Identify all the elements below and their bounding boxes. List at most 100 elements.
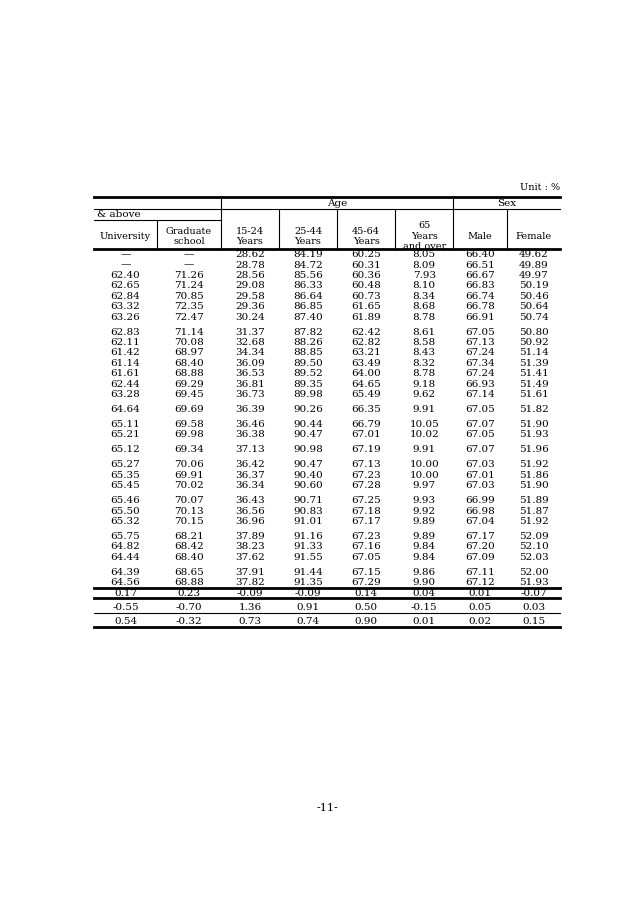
Text: 90.98: 90.98 bbox=[293, 445, 323, 455]
Text: 9.93: 9.93 bbox=[413, 496, 436, 505]
Text: 62.40: 62.40 bbox=[110, 271, 140, 280]
Text: 62.42: 62.42 bbox=[352, 328, 381, 336]
Text: 29.58: 29.58 bbox=[235, 292, 265, 300]
Text: 9.18: 9.18 bbox=[413, 380, 436, 388]
Text: -0.15: -0.15 bbox=[411, 602, 438, 612]
Text: 0.14: 0.14 bbox=[355, 589, 378, 598]
Text: 66.91: 66.91 bbox=[465, 312, 495, 322]
Text: 65.49: 65.49 bbox=[352, 390, 381, 399]
Text: Female: Female bbox=[516, 232, 552, 241]
Text: 89.52: 89.52 bbox=[293, 370, 323, 378]
Text: 68.40: 68.40 bbox=[174, 359, 204, 368]
Text: 70.07: 70.07 bbox=[174, 496, 204, 505]
Text: 67.24: 67.24 bbox=[465, 348, 495, 358]
Text: 51.39: 51.39 bbox=[519, 359, 549, 368]
Text: 70.08: 70.08 bbox=[174, 338, 204, 346]
Text: 86.85: 86.85 bbox=[293, 302, 323, 311]
Text: 71.24: 71.24 bbox=[174, 282, 204, 290]
Text: 91.16: 91.16 bbox=[293, 532, 323, 541]
Text: 65
Years
and over: 65 Years and over bbox=[403, 222, 446, 251]
Text: 66.74: 66.74 bbox=[465, 292, 495, 300]
Text: 70.06: 70.06 bbox=[174, 460, 204, 469]
Text: 64.64: 64.64 bbox=[110, 405, 140, 414]
Text: 51.61: 51.61 bbox=[519, 390, 549, 399]
Text: 65.46: 65.46 bbox=[110, 496, 140, 505]
Text: 72.35: 72.35 bbox=[174, 302, 204, 311]
Text: -11-: -11- bbox=[316, 803, 338, 813]
Text: 8.58: 8.58 bbox=[413, 338, 436, 346]
Text: 67.24: 67.24 bbox=[465, 370, 495, 378]
Text: 51.82: 51.82 bbox=[519, 405, 549, 414]
Text: 10.02: 10.02 bbox=[410, 431, 439, 439]
Text: 61.14: 61.14 bbox=[110, 359, 140, 368]
Text: 68.65: 68.65 bbox=[174, 568, 204, 577]
Text: 0.01: 0.01 bbox=[468, 589, 492, 598]
Text: 36.96: 36.96 bbox=[235, 517, 265, 526]
Text: 67.29: 67.29 bbox=[352, 578, 381, 587]
Text: 65.45: 65.45 bbox=[110, 481, 140, 490]
Text: 9.84: 9.84 bbox=[413, 553, 436, 562]
Text: 36.09: 36.09 bbox=[235, 359, 265, 368]
Text: 51.92: 51.92 bbox=[519, 517, 549, 526]
Text: 70.15: 70.15 bbox=[174, 517, 204, 526]
Text: 9.89: 9.89 bbox=[413, 532, 436, 541]
Text: 64.00: 64.00 bbox=[352, 370, 381, 378]
Text: 29.08: 29.08 bbox=[235, 282, 265, 290]
Text: 36.46: 36.46 bbox=[235, 420, 265, 429]
Text: 63.28: 63.28 bbox=[110, 390, 140, 399]
Text: 66.51: 66.51 bbox=[465, 261, 495, 270]
Text: -0.55: -0.55 bbox=[112, 602, 139, 612]
Text: 36.53: 36.53 bbox=[235, 370, 265, 378]
Text: 10.00: 10.00 bbox=[410, 460, 439, 469]
Text: 65.50: 65.50 bbox=[110, 506, 140, 516]
Text: 88.85: 88.85 bbox=[293, 348, 323, 358]
Text: 72.47: 72.47 bbox=[174, 312, 204, 322]
Text: 61.65: 61.65 bbox=[352, 302, 381, 311]
Text: 67.28: 67.28 bbox=[352, 481, 381, 490]
Text: 9.84: 9.84 bbox=[413, 542, 436, 552]
Text: 60.73: 60.73 bbox=[352, 292, 381, 300]
Text: 60.25: 60.25 bbox=[352, 250, 381, 259]
Text: 61.61: 61.61 bbox=[110, 370, 140, 378]
Text: 45-64
Years: 45-64 Years bbox=[352, 226, 380, 246]
Text: 65.35: 65.35 bbox=[110, 471, 140, 480]
Text: 64.44: 64.44 bbox=[110, 553, 140, 562]
Text: 9.89: 9.89 bbox=[413, 517, 436, 526]
Text: 64.82: 64.82 bbox=[110, 542, 140, 552]
Text: 66.40: 66.40 bbox=[465, 250, 495, 259]
Text: 36.81: 36.81 bbox=[235, 380, 265, 388]
Text: 49.89: 49.89 bbox=[519, 261, 549, 270]
Text: 69.58: 69.58 bbox=[174, 420, 204, 429]
Text: 67.13: 67.13 bbox=[465, 338, 495, 346]
Text: 9.91: 9.91 bbox=[413, 445, 436, 455]
Text: 37.62: 37.62 bbox=[235, 553, 265, 562]
Text: —: — bbox=[121, 250, 131, 259]
Text: Sex: Sex bbox=[497, 199, 516, 208]
Text: 84.72: 84.72 bbox=[293, 261, 323, 270]
Text: 62.44: 62.44 bbox=[110, 380, 140, 388]
Text: -0.09: -0.09 bbox=[295, 589, 322, 598]
Text: 8.78: 8.78 bbox=[413, 312, 436, 322]
Text: 67.07: 67.07 bbox=[465, 445, 495, 455]
Text: 51.87: 51.87 bbox=[519, 506, 549, 516]
Text: 69.34: 69.34 bbox=[174, 445, 204, 455]
Text: 68.97: 68.97 bbox=[174, 348, 204, 358]
Text: 70.02: 70.02 bbox=[174, 481, 204, 490]
Text: -0.07: -0.07 bbox=[520, 589, 547, 598]
Text: 63.21: 63.21 bbox=[352, 348, 381, 358]
Text: 8.78: 8.78 bbox=[413, 370, 436, 378]
Text: 51.90: 51.90 bbox=[519, 481, 549, 490]
Text: 90.47: 90.47 bbox=[293, 460, 323, 469]
Text: 66.83: 66.83 bbox=[465, 282, 495, 290]
Text: 49.62: 49.62 bbox=[519, 250, 549, 259]
Text: 37.91: 37.91 bbox=[235, 568, 265, 577]
Text: 86.64: 86.64 bbox=[293, 292, 323, 300]
Text: 64.56: 64.56 bbox=[110, 578, 140, 587]
Text: 84.19: 84.19 bbox=[293, 250, 323, 259]
Text: 51.86: 51.86 bbox=[519, 471, 549, 480]
Text: 32.68: 32.68 bbox=[235, 338, 265, 346]
Text: 36.38: 36.38 bbox=[235, 431, 265, 439]
Text: 8.34: 8.34 bbox=[413, 292, 436, 300]
Text: 67.18: 67.18 bbox=[352, 506, 381, 516]
Text: 52.09: 52.09 bbox=[519, 532, 549, 541]
